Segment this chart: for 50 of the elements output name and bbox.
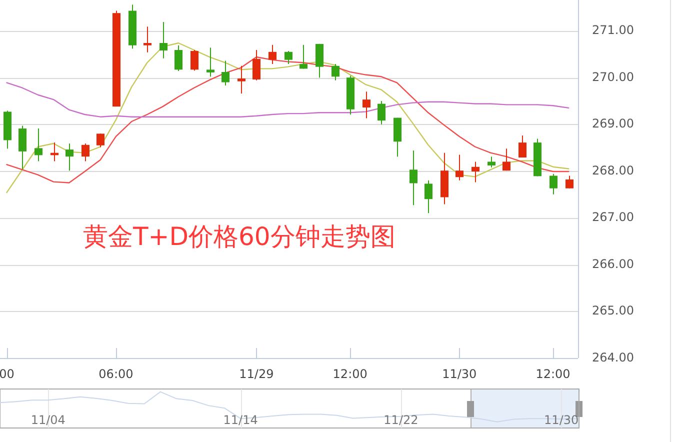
y-tick-label: 271.00	[592, 23, 634, 38]
x-tick-label: 11/22	[384, 413, 418, 427]
candlestick	[174, 44, 182, 72]
candlestick	[160, 21, 168, 59]
x-tick-label: 11/14	[223, 413, 258, 427]
x-tick-label: 12:00	[536, 367, 570, 381]
candlestick	[284, 50, 292, 65]
candlestick	[424, 180, 432, 214]
x-tick-label: 00	[0, 367, 14, 381]
y-tick-label: 269.00	[592, 116, 634, 131]
y-tick-label: 265.00	[592, 304, 634, 318]
x-tick-label: 11/04	[30, 413, 66, 427]
candlestick	[34, 128, 42, 162]
candlestick	[206, 47, 214, 78]
y-tick-label: 268.00	[592, 163, 634, 178]
candlestick	[190, 50, 198, 72]
y-tick-label: 266.00	[592, 256, 634, 271]
candlestick	[566, 175, 574, 189]
x-tick-label: 06:00	[98, 367, 134, 381]
candlestick	[488, 156, 496, 168]
x-tick-label: 11/30	[544, 413, 579, 427]
candlestick	[332, 64, 340, 81]
candlestick	[18, 125, 26, 170]
candlestick	[316, 43, 324, 78]
candlestick	[252, 50, 260, 81]
candlestick	[222, 60, 230, 86]
candlestick	[96, 133, 104, 148]
line-series	[6, 42, 570, 194]
candlestick	[238, 65, 246, 94]
x-tick-label: 12:00	[332, 367, 368, 381]
candlestick	[268, 44, 276, 65]
candlestick	[394, 117, 402, 158]
candlestick	[456, 154, 464, 181]
x-tick-label: 11/29	[239, 367, 274, 381]
y-tick-label: 270.00	[592, 70, 634, 84]
candlestick	[378, 100, 386, 125]
candlestick	[550, 173, 558, 195]
y-tick-label: 264.00	[592, 350, 634, 364]
text: 黄金T+D价格60分钟走势图	[83, 222, 396, 251]
y-tick-label: 267.00	[592, 210, 634, 224]
candlestick	[66, 142, 74, 172]
candlestick	[144, 26, 152, 53]
candlestick	[362, 91, 370, 119]
candlestick	[410, 150, 418, 206]
x-tick-label: 11/30	[442, 367, 477, 381]
candlestick	[300, 44, 308, 70]
candlestick	[502, 148, 510, 172]
candlestick	[472, 161, 480, 183]
candlestick	[82, 142, 90, 162]
candlestick	[518, 135, 526, 158]
